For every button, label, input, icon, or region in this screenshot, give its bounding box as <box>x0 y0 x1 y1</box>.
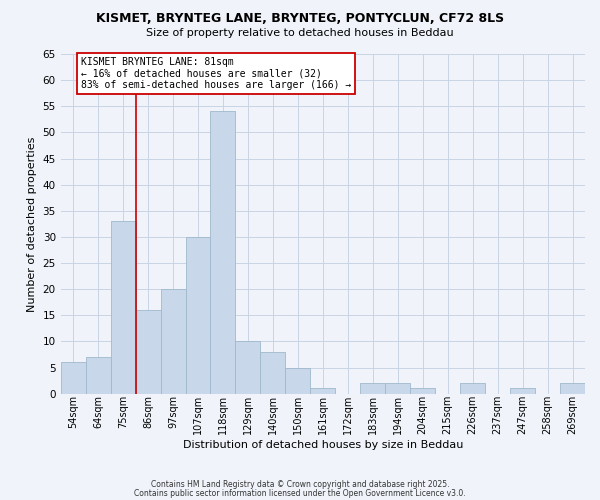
Bar <box>161 289 185 394</box>
Bar <box>286 368 310 394</box>
Text: Contains HM Land Registry data © Crown copyright and database right 2025.: Contains HM Land Registry data © Crown c… <box>151 480 449 489</box>
Bar <box>235 342 260 394</box>
Bar <box>310 388 335 394</box>
Text: Contains public sector information licensed under the Open Government Licence v3: Contains public sector information licen… <box>134 488 466 498</box>
Bar <box>410 388 435 394</box>
Bar <box>260 352 286 394</box>
Text: KISMET BRYNTEG LANE: 81sqm
← 16% of detached houses are smaller (32)
83% of semi: KISMET BRYNTEG LANE: 81sqm ← 16% of deta… <box>80 56 351 90</box>
Bar <box>360 383 385 394</box>
Bar <box>110 221 136 394</box>
Bar <box>211 112 235 394</box>
Bar <box>385 383 410 394</box>
X-axis label: Distribution of detached houses by size in Beddau: Distribution of detached houses by size … <box>182 440 463 450</box>
Bar <box>61 362 86 394</box>
Bar <box>510 388 535 394</box>
Bar <box>185 237 211 394</box>
Bar <box>86 357 110 394</box>
Bar <box>136 310 161 394</box>
Text: Size of property relative to detached houses in Beddau: Size of property relative to detached ho… <box>146 28 454 38</box>
Bar <box>560 383 585 394</box>
Text: KISMET, BRYNTEG LANE, BRYNTEG, PONTYCLUN, CF72 8LS: KISMET, BRYNTEG LANE, BRYNTEG, PONTYCLUN… <box>96 12 504 26</box>
Y-axis label: Number of detached properties: Number of detached properties <box>27 136 37 312</box>
Bar <box>460 383 485 394</box>
